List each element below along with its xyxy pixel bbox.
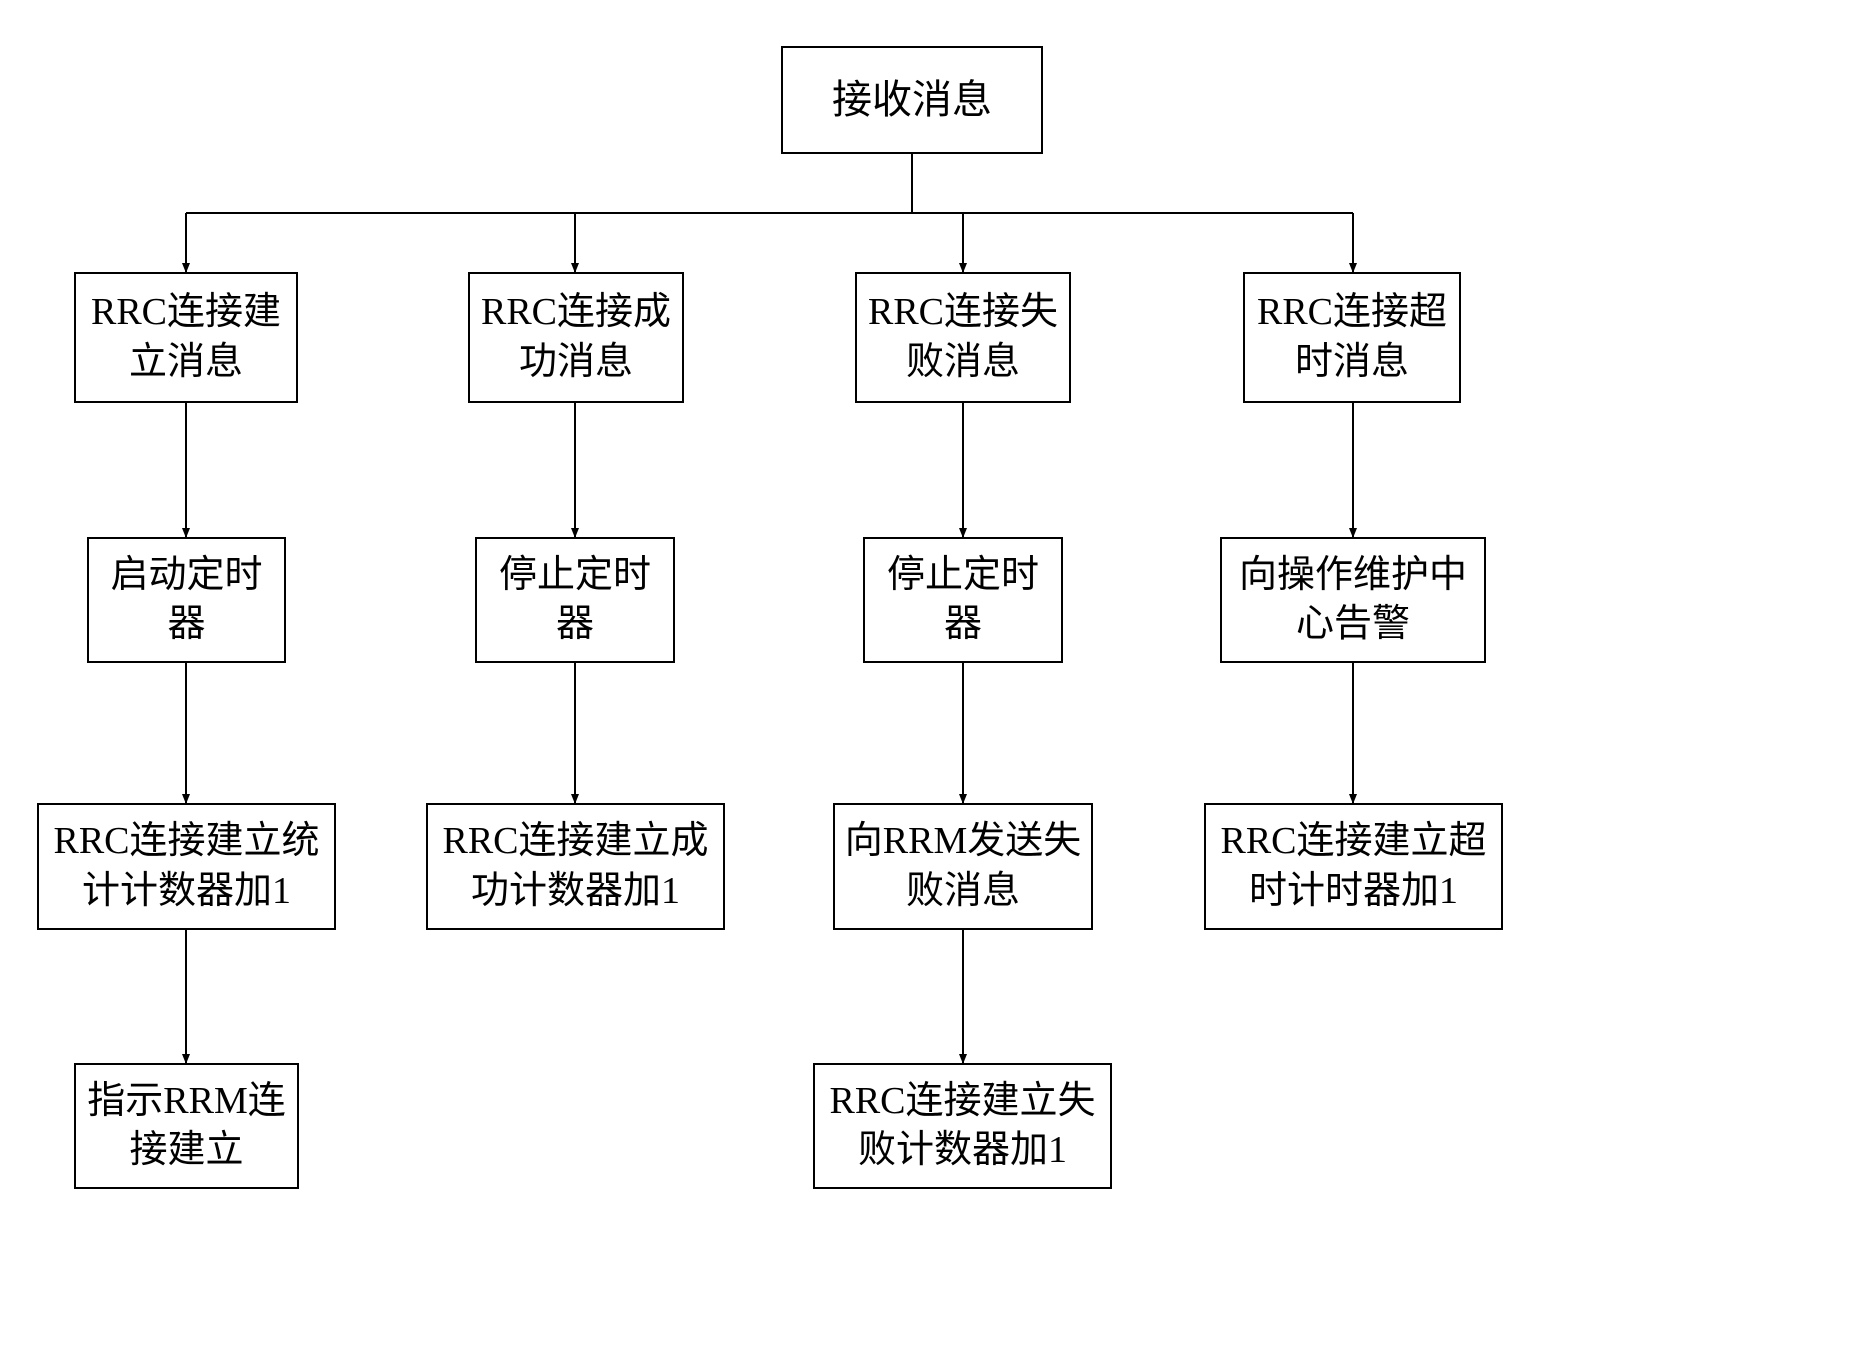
col4-node-2: 向操作维护中心告警 <box>1220 537 1486 663</box>
col1-node-2: 启动定时器 <box>87 537 286 663</box>
col2-node-2: 停止定时器 <box>475 537 675 663</box>
col3-node-3: 向RRM发送失败消息 <box>833 803 1093 930</box>
flow-root: 接收消息 <box>781 46 1043 154</box>
col1-node-1: RRC连接建立消息 <box>74 272 298 403</box>
col4-node-1: RRC连接超时消息 <box>1243 272 1461 403</box>
col3-node-1: RRC连接失败消息 <box>855 272 1071 403</box>
col3-node-4: RRC连接建立失败计数器加1 <box>813 1063 1112 1189</box>
col4-node-3: RRC连接建立超时计时器加1 <box>1204 803 1503 930</box>
col1-node-4: 指示RRM连接建立 <box>74 1063 299 1189</box>
col2-node-1: RRC连接成功消息 <box>468 272 684 403</box>
col2-node-3: RRC连接建立成功计数器加1 <box>426 803 725 930</box>
col1-node-3: RRC连接建立统计计数器加1 <box>37 803 336 930</box>
col3-node-2: 停止定时器 <box>863 537 1063 663</box>
